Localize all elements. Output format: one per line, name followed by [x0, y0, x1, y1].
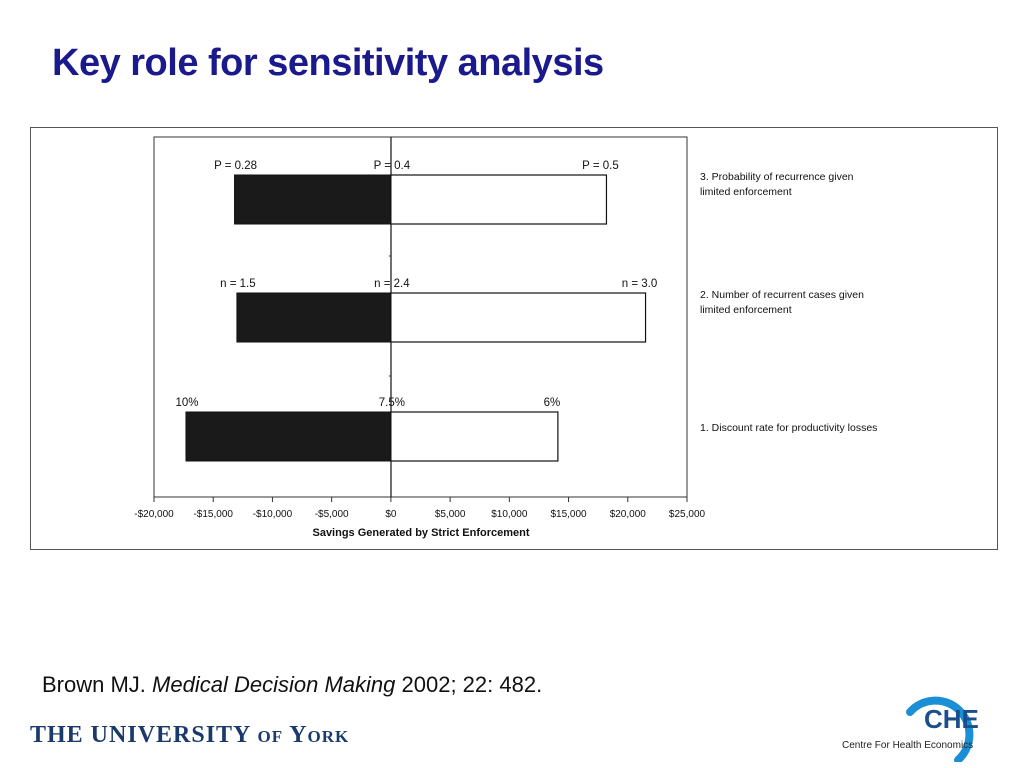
bar-high-label: 6% [544, 397, 561, 409]
citation-details: 2002; 22: 482. [401, 672, 543, 697]
x-tick-label: $0 [385, 509, 397, 520]
bar-high-label: n = 3.0 [622, 278, 658, 290]
bar-base-label: 7.5% [379, 397, 405, 409]
bar-base-label: P = 0.4 [374, 160, 411, 172]
x-tick-label: $10,000 [491, 509, 528, 520]
che-ring-icon [906, 696, 974, 762]
citation: Brown MJ. Medical Decision Making 2002; … [42, 672, 542, 698]
bar-low-label: 10% [175, 397, 198, 409]
bar-high-label: P = 0.5 [582, 160, 619, 172]
bar-low [185, 411, 392, 462]
che-acronym: CHE [924, 704, 979, 734]
x-tick-label: -$5,000 [315, 509, 349, 520]
tornado-chart: -$20,000 -$15,000 -$10,000 -$5,000 $0 $5,000 $… [134, 136, 877, 539]
university-of-york-logo: THE UNIVERSITY of York [30, 722, 350, 762]
category-label: 2. Number of recurrent cases given [700, 289, 864, 301]
bars: P = 0.28 P = 0.4 P = 0.5 3. Probability of … [175, 160, 877, 462]
slide-title: Key role for sensitivity analysis [52, 42, 604, 84]
plot-area [153, 136, 688, 498]
x-tick-label: -$15,000 [193, 509, 233, 520]
bar-low-label: n = 1.5 [220, 278, 256, 290]
che-full-name: Centre For Health Economics [842, 740, 974, 751]
x-tick-label: $5,000 [435, 509, 466, 520]
che-logo: CHE Centre For Health Economics [838, 682, 988, 762]
x-tick-label: $25,000 [669, 509, 706, 520]
category-label-line2: limited enforcement [700, 304, 792, 316]
x-tick-label: -$20,000 [134, 509, 174, 520]
bar-high [390, 292, 647, 343]
category-label: 1. Discount rate for productivity losses [700, 422, 877, 434]
bar-high [390, 174, 608, 225]
category-label-line2: limited enforcement [700, 186, 792, 198]
x-tick-label: $15,000 [550, 509, 587, 520]
citation-journal: Medical Decision Making [152, 672, 396, 697]
x-axis-label: Savings Generated by Strict Enforcement [312, 527, 529, 539]
york-logo-text: THE UNIVERSITY of York [30, 722, 350, 748]
x-axis-ticks: -$20,000 -$15,000 -$10,000 -$5,000 $0 $5,000 $… [134, 255, 706, 520]
bar-low-label: P = 0.28 [214, 160, 257, 172]
bar-low [236, 292, 392, 343]
bar-base-label: n = 2.4 [374, 278, 410, 290]
bar-high [390, 411, 559, 462]
x-tick-label: -$10,000 [253, 509, 293, 520]
category-label: 3. Probability of recurrence given [700, 171, 854, 183]
figure-frame: -$20,000 -$15,000 -$10,000 -$5,000 $0 $5,000 $… [30, 127, 998, 550]
x-tick-label: $20,000 [610, 509, 647, 520]
bar-low [234, 174, 392, 225]
citation-author: Brown MJ. [42, 672, 146, 697]
